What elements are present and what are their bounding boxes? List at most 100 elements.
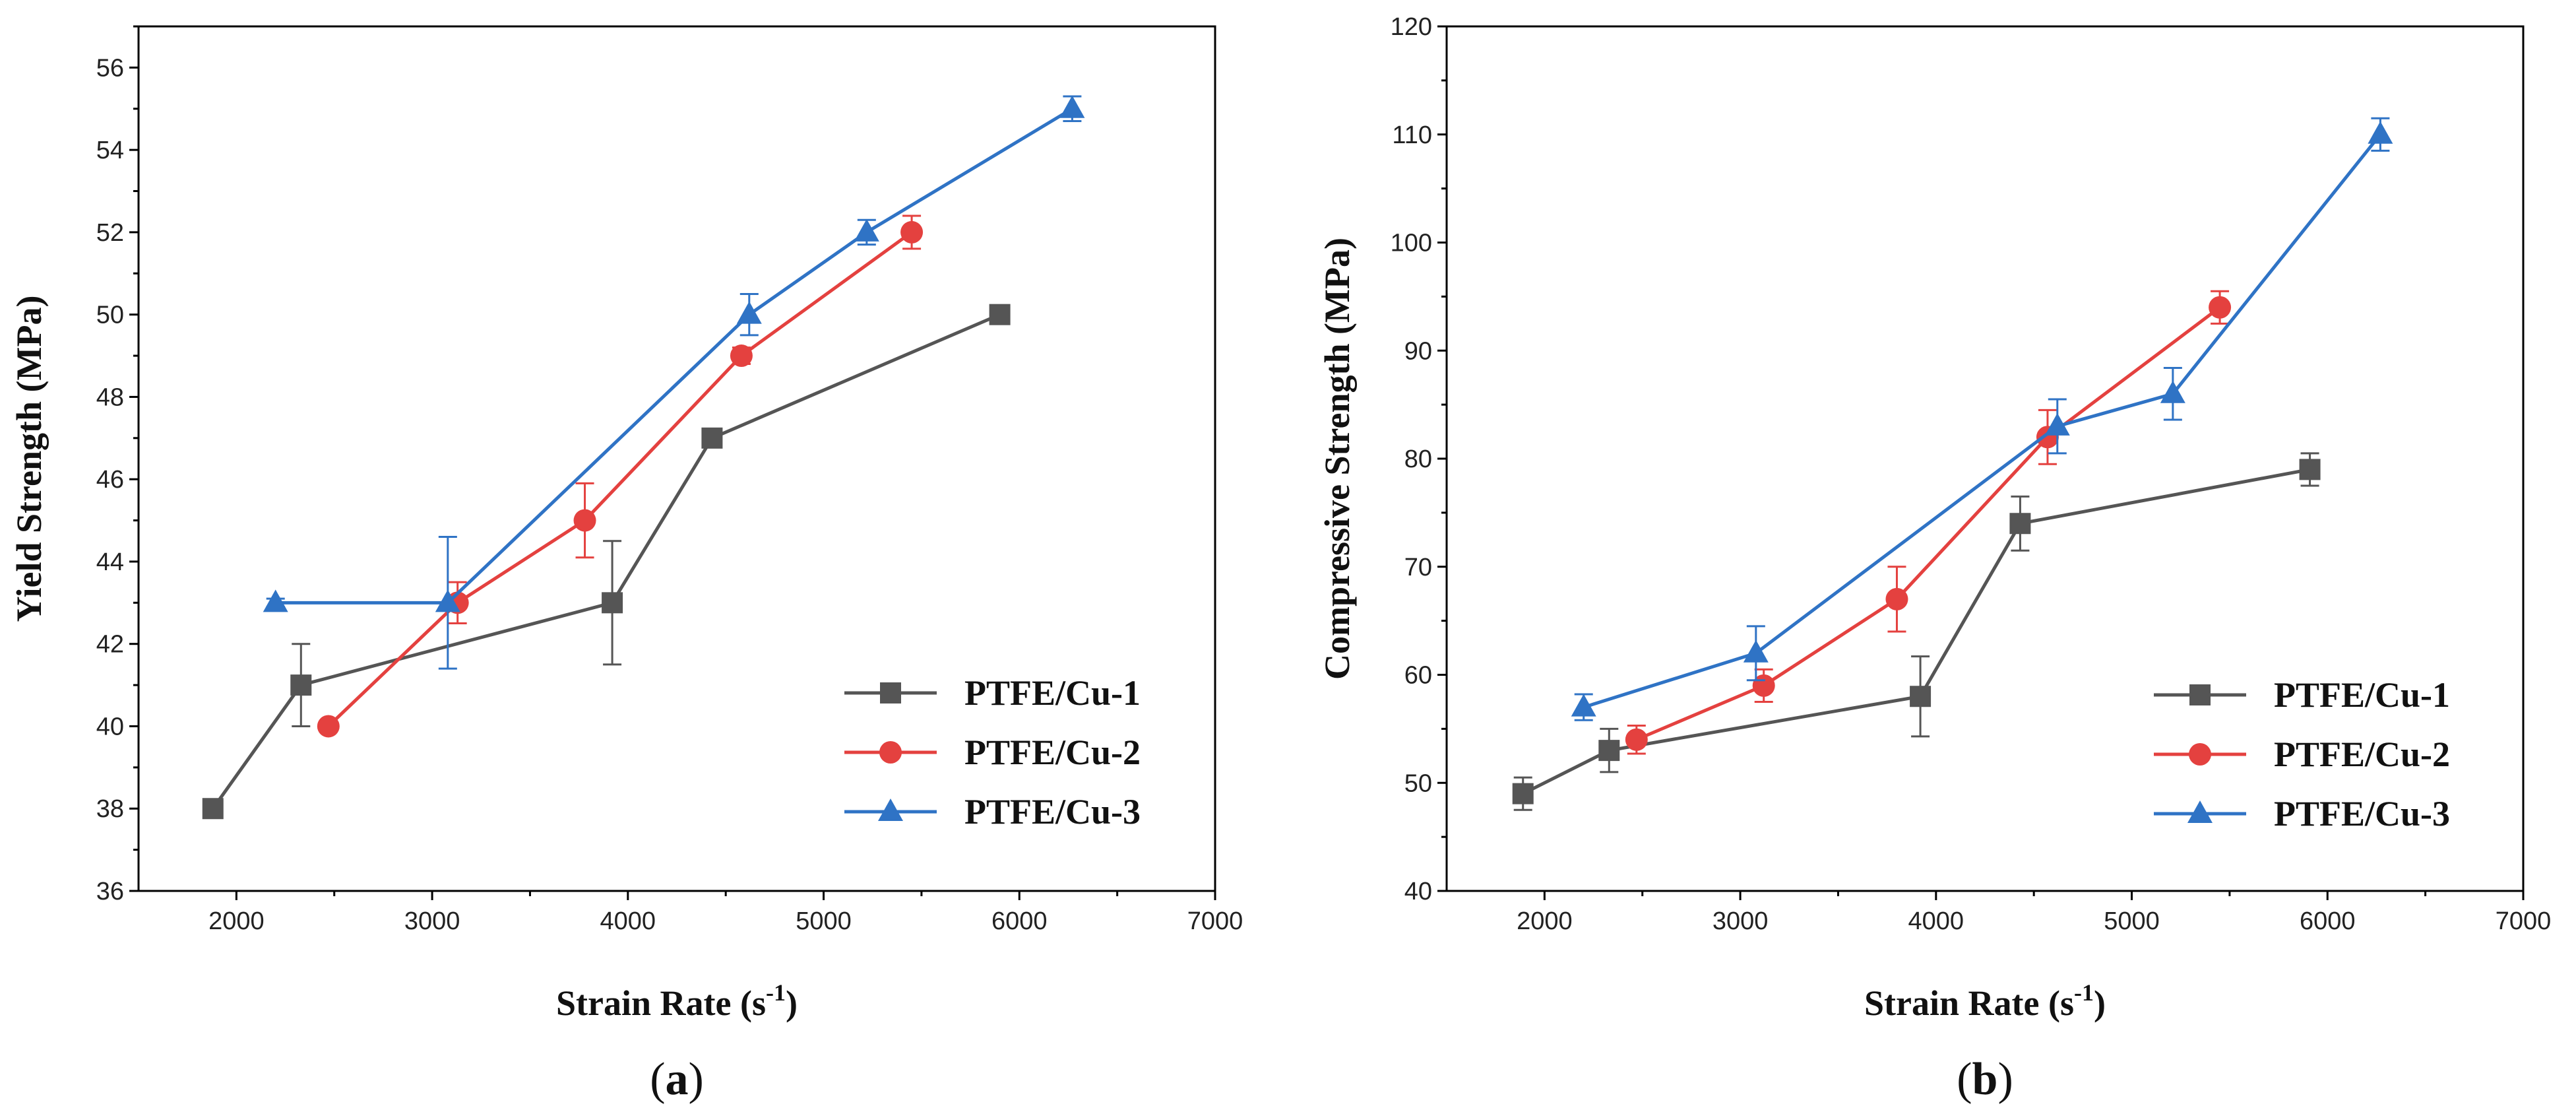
legend-marker	[2187, 801, 2213, 823]
data-point	[2009, 513, 2031, 535]
y-tick-label: 40	[1404, 878, 1432, 905]
data-point	[2299, 459, 2321, 480]
legend-marker	[880, 682, 901, 703]
y-tick-label: 70	[1404, 554, 1432, 581]
y-tick-label: 48	[96, 383, 124, 411]
y-tick-label: 40	[96, 713, 124, 740]
data-point	[736, 301, 762, 324]
x-axis-title: Strain Rate (s-1)	[1864, 979, 2106, 1023]
x-axis-title-superscript: -1	[766, 979, 786, 1006]
legend-label: PTFE/Cu-1	[2274, 675, 2450, 715]
y-tick-label: 100	[1391, 230, 1432, 257]
plot-frame	[137, 25, 1216, 892]
data-point	[1625, 728, 1648, 751]
x-tick-label: 6000	[991, 907, 1048, 935]
panel-caption: (b)	[1957, 1054, 2013, 1105]
y-axis-title: Yield Strength (MPa)	[9, 296, 49, 622]
data-point	[701, 427, 723, 449]
series-ptfe-cu-3	[263, 95, 1085, 670]
y-tick-label: 60	[1404, 662, 1432, 690]
data-point	[730, 344, 753, 368]
caption-letter: a	[666, 1054, 689, 1105]
y-tick-label: 38	[96, 795, 124, 823]
x-tick-label: 2000	[208, 907, 265, 935]
caption-close-paren: )	[1997, 1054, 2013, 1105]
y-tick-label: 50	[96, 302, 124, 329]
series-ptfe-cu-2	[1625, 290, 2232, 755]
legend-label: PTFE/Cu-1	[964, 673, 1141, 713]
x-tick-label: 7000	[2496, 907, 2552, 935]
series-line	[327, 230, 913, 728]
data-point	[854, 218, 879, 242]
panel-a-chart: 2000 3000 4000 5000 6000 7000 36 38 40 42 44 46 48 50…	[9, 25, 1243, 1105]
x-tick-label: 7000	[1187, 907, 1243, 935]
data-point	[900, 220, 924, 244]
caption-open-paren: (	[1957, 1054, 1972, 1105]
y-tick-label: 50	[1404, 769, 1432, 797]
data-point	[1743, 639, 1769, 663]
data-point	[290, 674, 312, 696]
data-point	[1059, 95, 1085, 118]
y-tick-label: 54	[96, 137, 124, 164]
x-tick-label: 2000	[1517, 907, 1573, 935]
y-tick-label: 52	[96, 219, 124, 247]
x-axis-title-superscript: -1	[2074, 979, 2094, 1006]
data-point	[1910, 686, 1932, 707]
legend-marker	[2189, 743, 2211, 766]
x-axis-title-close: )	[786, 983, 798, 1023]
data-point	[2209, 296, 2232, 319]
legend-label: PTFE/Cu-3	[2274, 794, 2450, 834]
series-ptfe-cu-2	[317, 214, 924, 738]
caption-close-paren: )	[689, 1054, 704, 1105]
x-tick-label: 5000	[796, 907, 852, 935]
y-tick-label: 80	[1404, 445, 1432, 473]
x-tick-label: 6000	[2300, 907, 2356, 935]
y-axis-title: Compressive Strength (MPa)	[1317, 238, 1357, 680]
data-point	[435, 589, 460, 612]
data-point	[989, 304, 1011, 325]
x-tick-label: 3000	[1712, 907, 1769, 935]
y-tick-label: 42	[96, 631, 124, 659]
data-point	[602, 592, 623, 614]
y-tick-label: 110	[1392, 121, 1432, 149]
data-point	[1571, 694, 1596, 717]
y-tick-label: 36	[96, 878, 124, 905]
x-axis-title-main: Strain Rate (s	[1864, 983, 2074, 1023]
data-point	[2044, 412, 2070, 436]
caption-letter: b	[1972, 1054, 1998, 1105]
x-tick-label: 4000	[600, 907, 656, 935]
legend-marker	[878, 799, 903, 821]
x-tick-label: 3000	[404, 907, 460, 935]
data-point	[1885, 587, 1908, 610]
legend-label: PTFE/Cu-2	[2274, 735, 2450, 774]
series-line	[275, 107, 1073, 605]
series-line	[1583, 133, 2382, 709]
legend-marker	[2189, 684, 2211, 705]
series-ptfe-cu-3	[1571, 117, 2393, 721]
y-tick-label: 46	[96, 466, 124, 494]
x-axis-title-close: )	[2094, 983, 2106, 1023]
panel-caption: (a)	[650, 1054, 704, 1105]
x-tick-label: 4000	[1908, 907, 1964, 935]
data-point	[1598, 740, 1620, 762]
series-ptfe-cu-1	[202, 304, 1011, 820]
data-point	[573, 509, 596, 532]
panel-b-chart: 2000 3000 4000 5000 6000 7000 40 50 60 70 80 90 100 1…	[1317, 13, 2551, 1105]
caption-open-paren: (	[650, 1054, 665, 1105]
y-tick-label: 90	[1404, 337, 1432, 365]
legend-label: PTFE/Cu-2	[964, 733, 1141, 772]
x-axis-title-main: Strain Rate (s	[556, 983, 766, 1023]
series-ptfe-cu-1	[1512, 452, 2321, 811]
data-point	[317, 715, 340, 738]
y-tick-label: 44	[96, 548, 124, 576]
data-point	[1512, 783, 1534, 804]
y-tick-label: 56	[96, 54, 124, 82]
data-point	[2160, 380, 2185, 403]
data-point	[202, 798, 224, 820]
x-tick-label: 5000	[2104, 907, 2160, 935]
legend-marker	[879, 741, 902, 764]
data-point	[2368, 121, 2393, 144]
y-tick-label: 120	[1391, 13, 1432, 41]
data-point	[263, 589, 288, 612]
